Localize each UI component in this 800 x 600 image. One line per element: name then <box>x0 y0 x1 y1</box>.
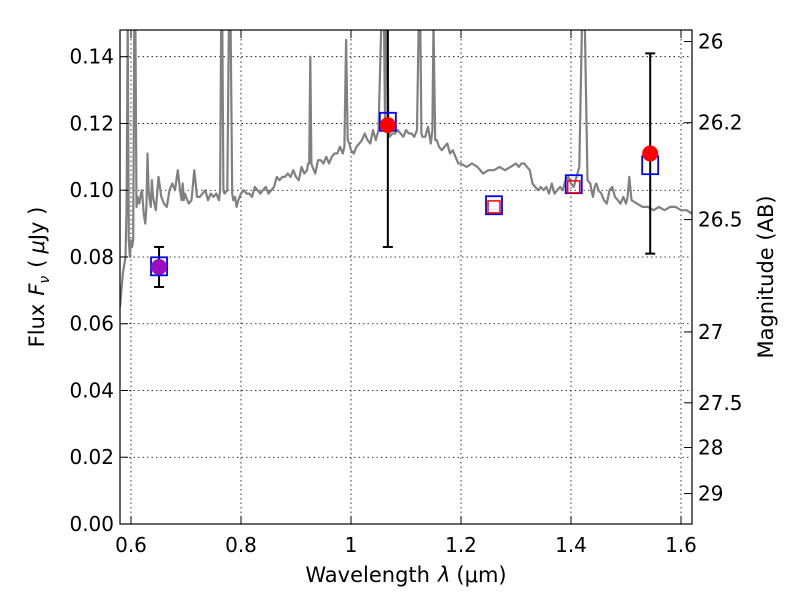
y2-axis-label: Magnitude (AB) <box>754 195 778 358</box>
upper-limit-square <box>487 200 501 214</box>
y-tick-label: 0.08 <box>69 245 114 269</box>
plot-frame <box>119 29 693 525</box>
x-tick-label: 0.6 <box>115 533 147 557</box>
y2-tick-label: 27.5 <box>698 391 743 415</box>
grid-lines <box>120 30 692 525</box>
y2-tick-label: 27 <box>698 320 723 344</box>
y-tick-label: 0.00 <box>69 512 114 536</box>
y2-tick-label: 29 <box>698 482 723 506</box>
y-axis-label: FluxFν(μJy ) <box>25 207 53 348</box>
template-spectrum-line <box>120 30 692 308</box>
model-square <box>150 256 168 277</box>
x-tick-label: 0.8 <box>225 533 257 557</box>
y2-tick-label: 26.2 <box>698 111 743 135</box>
y-tick-label: 0.04 <box>69 378 114 402</box>
axis-ticks: 0.6 0.8 1 1.2 1.4 1.6 0.00 0.02 0.04 0.06 0.08 0.10… <box>69 30 742 557</box>
observed-point <box>642 145 659 162</box>
observed-point <box>151 258 168 275</box>
upper-limit-square <box>567 180 581 194</box>
x-tick-label: 1.4 <box>555 533 587 557</box>
observed-point <box>379 117 396 134</box>
model-square <box>485 195 503 216</box>
y-tick-label: 0.14 <box>69 45 114 69</box>
x-axis-label: Wavelength λ (μm) <box>305 563 506 587</box>
x-tick-label: 1 <box>345 533 358 557</box>
y2-tick-label: 28 <box>698 436 723 460</box>
y-tick-label: 0.10 <box>69 178 114 202</box>
y-tick-label: 0.02 <box>69 445 114 469</box>
x-tick-label: 1.2 <box>445 533 477 557</box>
x-tick-label: 1.6 <box>665 533 697 557</box>
y2-tick-label: 26.5 <box>698 208 743 232</box>
y-tick-label: 0.12 <box>69 111 114 135</box>
y-tick-label: 0.06 <box>69 312 114 336</box>
y2-tick-label: 26 <box>698 30 723 54</box>
data-markers <box>150 30 660 289</box>
